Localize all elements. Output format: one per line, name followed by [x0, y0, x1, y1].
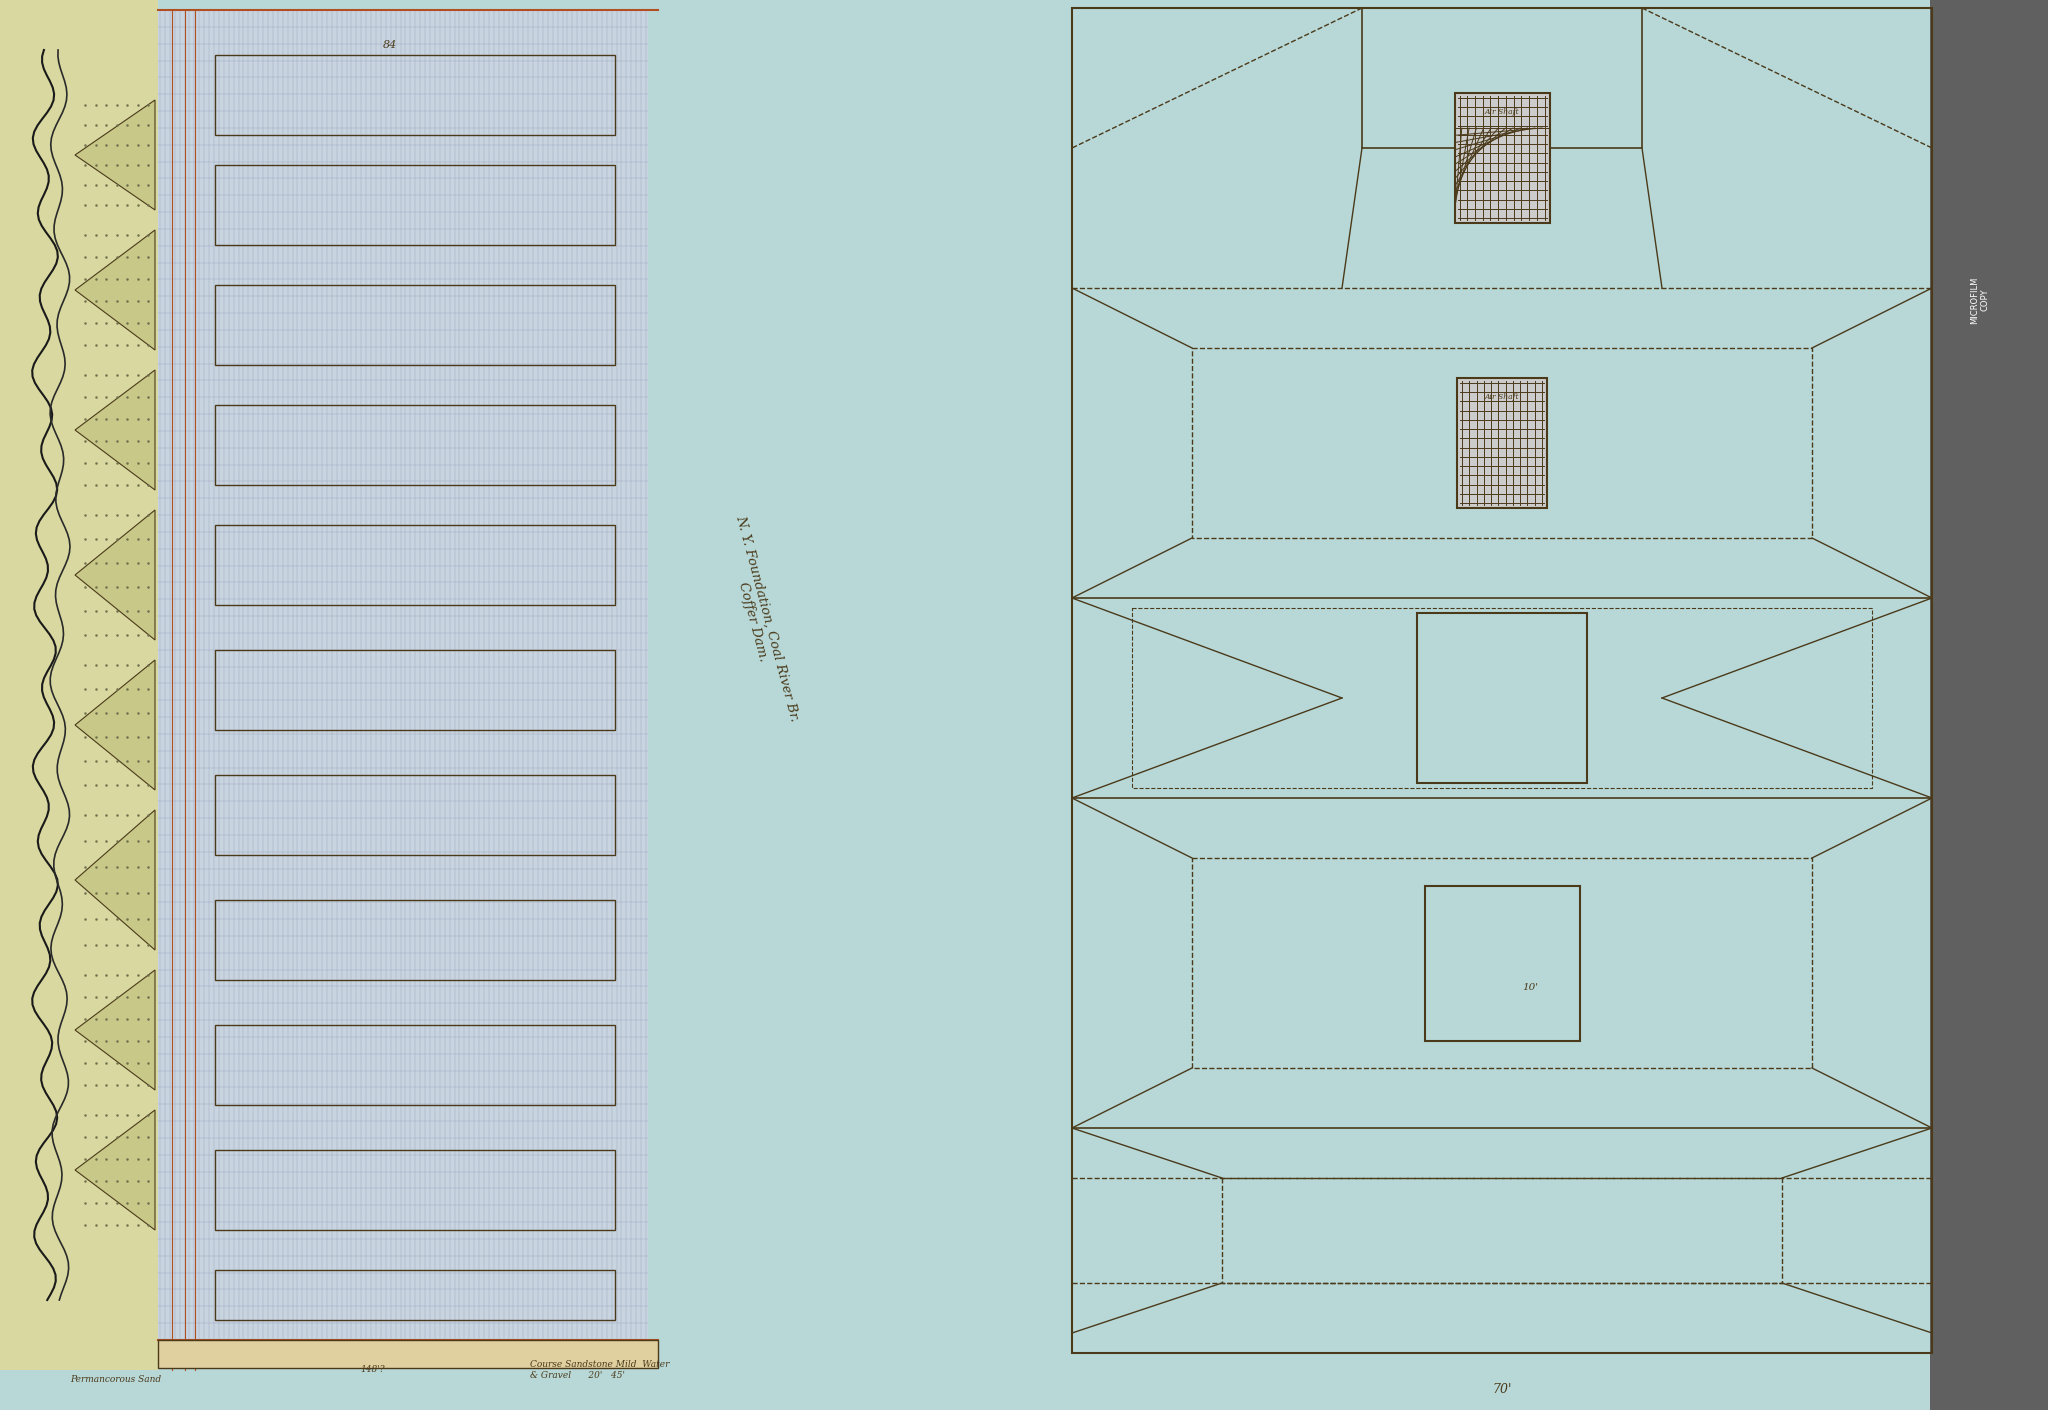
Bar: [1362, 8, 1642, 148]
Bar: [1223, 1177, 1782, 1283]
Text: 84: 84: [383, 39, 397, 49]
Bar: [1071, 8, 1931, 1354]
Bar: [0, 0, 158, 1371]
Bar: [1456, 378, 1546, 508]
Bar: [1425, 885, 1579, 1041]
Bar: [158, 10, 647, 1339]
Bar: [215, 165, 614, 245]
Text: Air Shaft: Air Shaft: [1485, 393, 1520, 400]
Bar: [215, 1270, 614, 1320]
Bar: [215, 1151, 614, 1230]
Bar: [215, 55, 614, 135]
Text: Permancorous Sand: Permancorous Sand: [70, 1376, 162, 1385]
Bar: [1454, 93, 1550, 223]
Bar: [1192, 859, 1812, 1067]
Bar: [215, 900, 614, 980]
Polygon shape: [76, 1110, 156, 1230]
Polygon shape: [76, 100, 156, 210]
Polygon shape: [76, 510, 156, 640]
Bar: [1417, 613, 1587, 783]
Text: Air Shaft: Air Shaft: [1485, 109, 1520, 116]
Text: Course Sandstone Mild  Water
& Gravel      20'   45': Course Sandstone Mild Water & Gravel 20'…: [530, 1361, 670, 1380]
Polygon shape: [76, 809, 156, 950]
Bar: [1929, 0, 2048, 1410]
Text: N. Y. Foundation, Coal River Br.
Coffer Dam.: N. Y. Foundation, Coal River Br. Coffer …: [719, 513, 801, 726]
Text: 70': 70': [1493, 1383, 1511, 1396]
Bar: [215, 1025, 614, 1105]
Bar: [1133, 608, 1872, 788]
Text: 148'?: 148'?: [360, 1365, 385, 1375]
Bar: [215, 525, 614, 605]
Bar: [215, 405, 614, 485]
Text: MICROFILM
COPY: MICROFILM COPY: [1970, 276, 1991, 324]
Polygon shape: [76, 230, 156, 350]
Polygon shape: [76, 970, 156, 1090]
Bar: [1192, 348, 1812, 539]
Bar: [215, 776, 614, 854]
Polygon shape: [76, 660, 156, 790]
Bar: [215, 650, 614, 730]
Bar: [158, 1340, 657, 1368]
Text: 10': 10': [1522, 983, 1538, 993]
Bar: [215, 285, 614, 365]
Polygon shape: [76, 369, 156, 491]
